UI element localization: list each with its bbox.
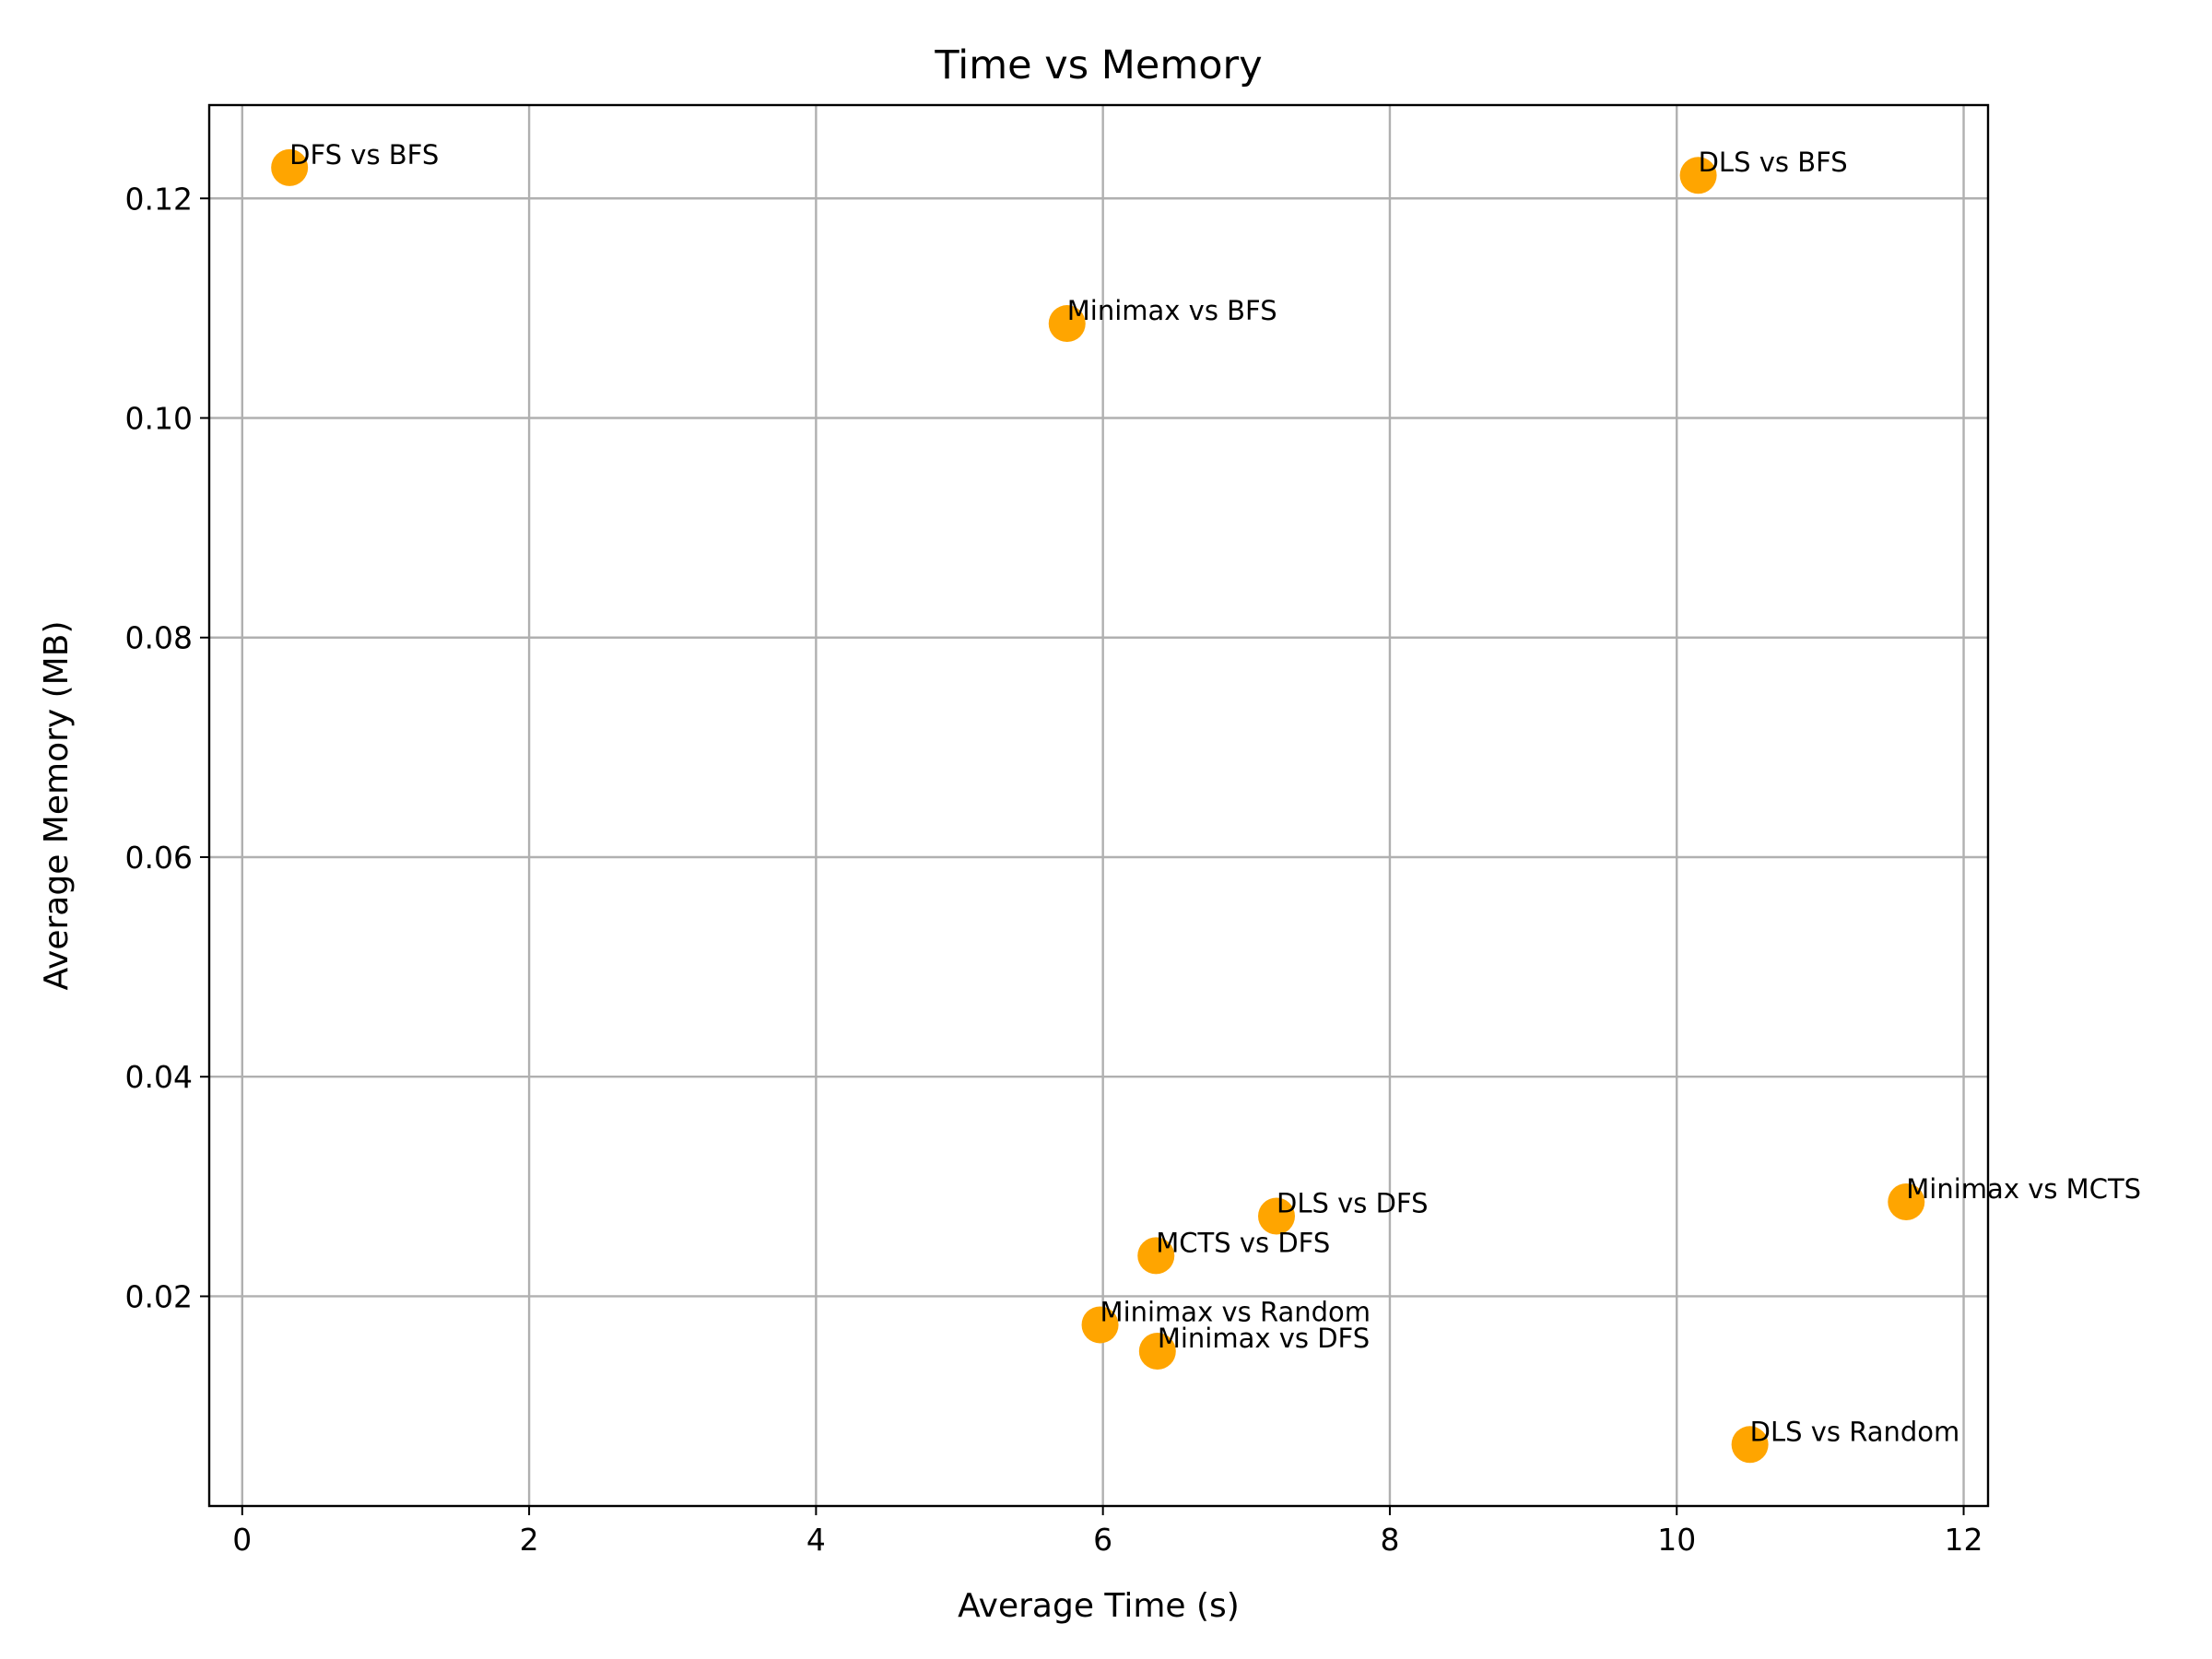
x-tick-label: 2 — [520, 1522, 539, 1558]
point-label: MCTS vs DFS — [1156, 1227, 1330, 1258]
scatter-point — [1138, 1333, 1176, 1371]
point-label: Minimax vs Random — [1100, 1296, 1371, 1327]
scatter-point — [1081, 1306, 1119, 1344]
y-tick-label: 0.12 — [125, 181, 193, 217]
y-axis-label: Average Memory (MB) — [38, 621, 76, 991]
scatter-point — [1679, 157, 1717, 194]
point-label: DFS vs BFS — [289, 139, 439, 171]
scatter-point — [1888, 1183, 1925, 1221]
x-axis-label: Average Time (s) — [958, 1587, 1240, 1625]
x-tick-label: 8 — [1380, 1522, 1399, 1558]
point-label: Minimax vs MCTS — [1906, 1173, 2141, 1205]
y-tick-label: 0.02 — [125, 1278, 193, 1314]
x-tick-label: 12 — [1945, 1522, 1983, 1558]
scatter-point — [1258, 1197, 1295, 1235]
y-tick-label: 0.06 — [125, 840, 193, 876]
y-tick-label: 0.10 — [125, 400, 193, 436]
point-label: Minimax vs DFS — [1158, 1323, 1370, 1354]
y-tick-label: 0.08 — [125, 620, 193, 656]
point-label: DLS vs DFS — [1277, 1188, 1429, 1219]
point-label: Minimax vs BFS — [1067, 295, 1277, 326]
scatter-point — [1731, 1426, 1769, 1464]
y-tick-label: 0.04 — [125, 1059, 193, 1095]
x-tick-label: 6 — [1093, 1522, 1112, 1558]
plot-frame — [207, 103, 1990, 1508]
scatter-point — [1137, 1237, 1175, 1275]
chart-title: Time vs Memory — [934, 42, 1262, 88]
point-label: DLS vs Random — [1750, 1416, 1960, 1447]
scatter-point — [271, 148, 309, 186]
x-tick-label: 0 — [232, 1522, 252, 1558]
x-tick-label: 4 — [806, 1522, 826, 1558]
x-tick-label: 10 — [1657, 1522, 1696, 1558]
point-label: DLS vs BFS — [1699, 147, 1848, 178]
scatter-point — [1048, 305, 1086, 343]
